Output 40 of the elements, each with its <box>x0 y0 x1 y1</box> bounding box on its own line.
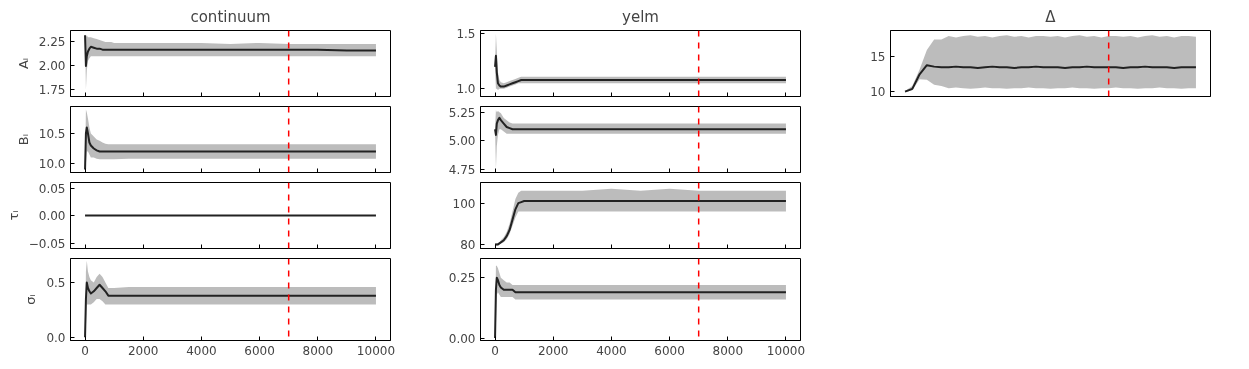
y-tick-label: 0.5 <box>46 276 66 291</box>
x-tick-label: 8000 <box>302 343 334 358</box>
y-tick-label: 100 <box>452 196 476 211</box>
y-tick-label: 10.0 <box>38 157 66 171</box>
chart-title: continuum <box>190 7 271 26</box>
y-tick-label: 1.5 <box>456 27 476 42</box>
x-tick-label: 6000 <box>654 343 685 358</box>
y-axis-title: Aᵢ <box>15 57 31 70</box>
y-tick-label: 0.0 <box>46 330 66 345</box>
y-tick-label: −0.05 <box>28 236 66 251</box>
y-tick-label: 2.25 <box>38 35 66 50</box>
y-tick-label: 5.25 <box>448 105 476 120</box>
y-axis-title: Bᵢ <box>15 133 31 146</box>
x-tick-label: 0 <box>491 343 499 358</box>
y-tick-label: 4.75 <box>448 162 476 177</box>
y-tick-label: 10.5 <box>38 127 66 141</box>
x-tick-label: 4000 <box>596 343 627 358</box>
x-tick-label: 4000 <box>186 343 217 358</box>
x-tick-label: 2000 <box>537 343 569 358</box>
y-tick-label: 0.00 <box>38 209 66 223</box>
x-tick-label: 10000 <box>766 343 806 358</box>
y-tick-label: 1.0 <box>456 82 476 97</box>
x-tick-label: 8000 <box>712 343 744 358</box>
y-tick-label: 1.75 <box>38 83 66 98</box>
y-tick-label: 80 <box>460 237 476 252</box>
y-axis-title: τᵢ <box>5 210 21 221</box>
y-tick-label: 0.00 <box>448 331 476 346</box>
y-tick-label: 15 <box>870 50 886 65</box>
x-tick-label: 10000 <box>356 343 396 358</box>
x-tick-label: 2000 <box>127 343 159 358</box>
chart-title: yelm <box>622 7 659 26</box>
y-tick-label: 2.00 <box>38 59 66 74</box>
chart-title: Δ <box>1045 7 1057 26</box>
y-axis-title: σᵢ <box>23 294 39 305</box>
y-tick-label: 0.05 <box>38 181 66 196</box>
x-tick-label: 0 <box>81 343 89 358</box>
x-tick-label: 6000 <box>244 343 275 358</box>
y-tick-label: 10 <box>870 85 886 100</box>
y-tick-label: 0.25 <box>448 271 476 286</box>
y-tick-label: 5.00 <box>448 134 476 149</box>
